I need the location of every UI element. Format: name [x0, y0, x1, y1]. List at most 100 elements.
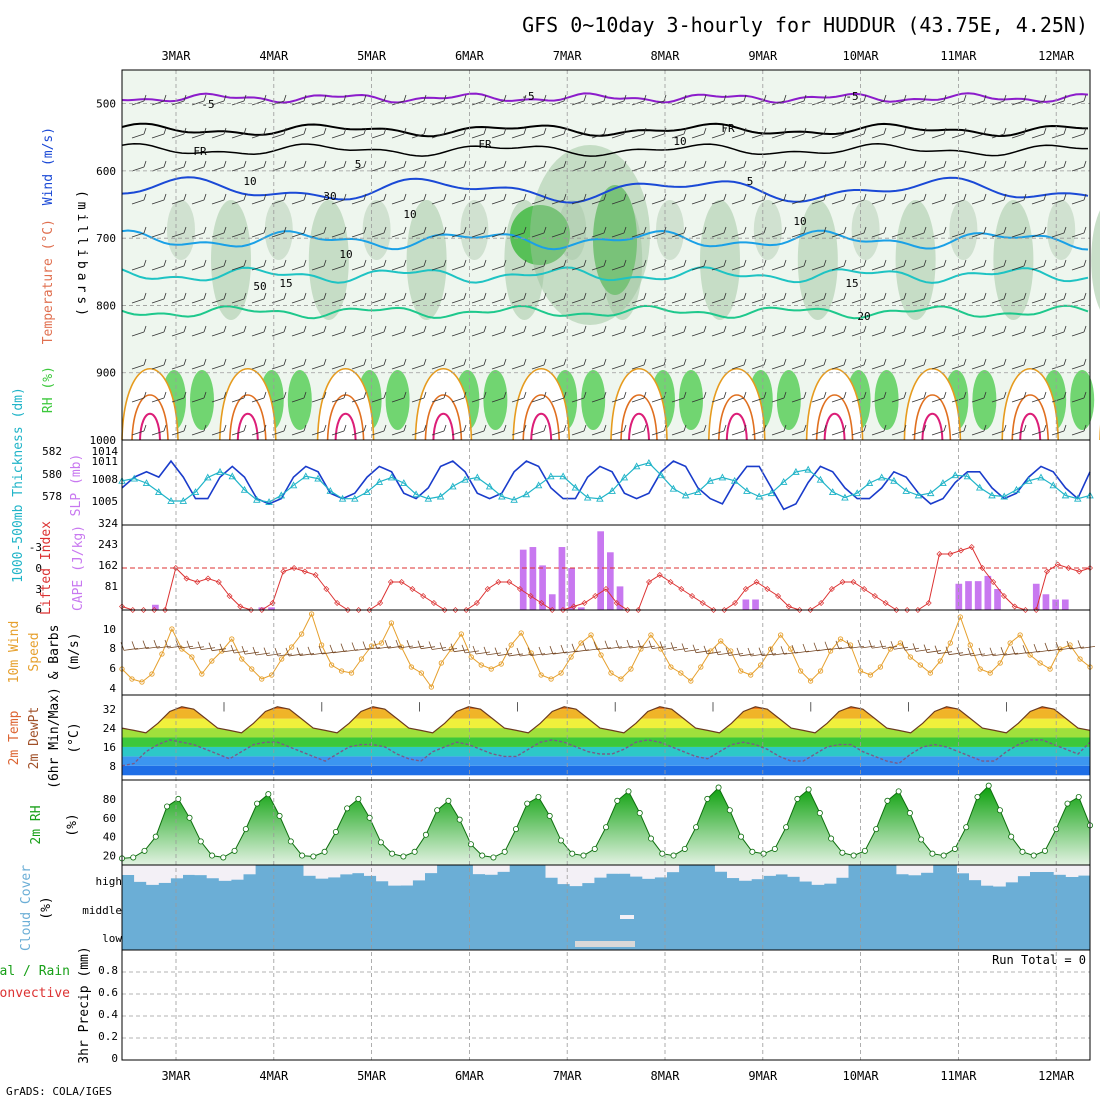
upper-wind-barb-flag: [383, 160, 387, 168]
slp-label: SLP (mb): [69, 454, 84, 517]
rh-marker: [141, 847, 148, 854]
upper-wind-barb: [471, 364, 485, 370]
li-marker: [194, 579, 201, 585]
rh-marker: [197, 838, 204, 845]
precip-units-label: 3hr Precip (mm): [77, 946, 92, 1063]
upper-wind-barb-flag: [563, 160, 567, 168]
date-top-11MAR: 11MAR: [940, 49, 977, 63]
wind-marker: [249, 666, 255, 672]
upper-wind-barb-flag: [243, 358, 247, 366]
upper-wind-barb: [631, 298, 645, 304]
li-marker: [570, 603, 577, 610]
upper-wind-barb-flag: [783, 358, 787, 366]
upper-wind-barb: [1071, 232, 1085, 238]
thickness-marker: [400, 479, 408, 487]
upper-wind-barb: [211, 100, 225, 106]
rh-blob-mid2: [656, 200, 684, 260]
upper-wind-barb: [631, 364, 645, 370]
temp-arc-30: [131, 394, 169, 441]
upper-wind-barb: [931, 364, 945, 370]
upper-wind-barb: [1011, 298, 1025, 304]
li-marker: [613, 600, 620, 606]
upper-wind-barb-flag: [963, 325, 967, 333]
upper-wind-barb-flag: [543, 94, 547, 102]
wind-marker: [318, 642, 325, 648]
wind-barb-flag: [879, 640, 884, 649]
upper-wind-barb: [571, 364, 585, 370]
upper-wind-barb-flag: [343, 292, 347, 300]
upper-wind-barb-flag: [163, 424, 167, 432]
upper-wind-barb: [531, 265, 545, 271]
rh-blob-mid2: [753, 200, 782, 260]
wind-marker: [149, 671, 155, 677]
upper-wind-barb: [671, 232, 685, 238]
rh-marker: [985, 782, 992, 789]
upper-wind-barb: [331, 397, 345, 403]
upper-wind-barb-flag: [203, 193, 207, 201]
rh-marker: [974, 794, 981, 801]
upper-wind-barb: [471, 199, 485, 205]
li-marker: [1011, 603, 1018, 610]
upper-wind-barb-flag: [683, 94, 687, 102]
upper-wind-barb: [671, 331, 685, 337]
upper-wind-barb: [471, 331, 485, 337]
upper-wind-barb-flag: [763, 127, 767, 135]
upper-wind-barb: [831, 133, 845, 139]
cloud-high-gap: [327, 865, 341, 878]
upper-wind-barb-flag: [863, 358, 867, 366]
upper-wind-barb: [671, 166, 685, 172]
upper-wind-barb: [931, 430, 945, 436]
cloud-high-gap: [472, 865, 486, 875]
upper-wind-barb-flag: [623, 358, 627, 366]
upper-wind-barb: [751, 199, 765, 205]
upper-wind-barb-flag: [703, 358, 707, 366]
upper-wind-barb-flag: [703, 193, 707, 201]
upper-wind-barb: [251, 265, 265, 271]
chart-title: GFS 0~10day 3-hourly for HUDDUR (43.75E,…: [522, 13, 1088, 37]
upper-wind-barb: [151, 166, 165, 172]
upper-wind-barb-flag: [543, 127, 547, 135]
cloud-high-gap: [243, 865, 256, 875]
upper-wind-barb-flag: [783, 193, 787, 201]
upper-wind-barb-flag: [243, 292, 247, 300]
upper-wind-barb-flag: [1023, 358, 1027, 366]
thickness-marker: [841, 493, 849, 501]
upper-wind-barb: [811, 133, 825, 139]
upper-wind-barb-flag: [623, 391, 627, 399]
wind-barb-flag: [824, 641, 829, 650]
rh-blob-mid2: [167, 200, 195, 260]
wind10m-label: 10m Wind: [7, 621, 22, 684]
upper-wind-barb: [311, 364, 325, 370]
upper-wind-barb-flag: [283, 94, 287, 102]
temp-line: [121, 706, 1091, 734]
upper-wind-barb-flag: [223, 193, 227, 201]
cloud-high-gap: [1005, 865, 1018, 883]
upper-wind-barb-flag: [1043, 193, 1047, 201]
cape-bar: [548, 594, 556, 610]
rh-blob-mid: [1091, 210, 1100, 310]
thickness-tick-580: 580: [42, 468, 62, 481]
upper-wind-barb-flag: [783, 325, 787, 333]
temp-band: [122, 765, 1090, 776]
wind-barb: [211, 648, 227, 652]
upper-wind-barb-flag: [203, 358, 207, 366]
upper-wind-barb-flag: [303, 127, 307, 135]
upper-wind-barb-flag: [523, 193, 527, 201]
upper-wind-barb-flag: [283, 127, 287, 135]
wind-barb: [376, 646, 392, 650]
upper-wind-barb: [511, 364, 525, 370]
upper-wind-barb: [751, 265, 765, 271]
rh-blob-mid2: [362, 200, 391, 260]
upper-wind-barb: [1071, 133, 1085, 139]
li-marker: [775, 593, 782, 599]
upper-tick-600: 600: [96, 165, 116, 178]
wind-barb-flag: [395, 639, 400, 649]
upper-wind-barb: [351, 364, 365, 370]
thickness-marker: [326, 486, 335, 494]
upper-wind-barb-flag: [403, 160, 407, 168]
upper-wind-barb-flag: [903, 94, 907, 102]
slp-tick-1014: 1014: [92, 445, 119, 458]
upper-wind-barb: [731, 232, 745, 238]
wind-barb: [684, 649, 700, 652]
